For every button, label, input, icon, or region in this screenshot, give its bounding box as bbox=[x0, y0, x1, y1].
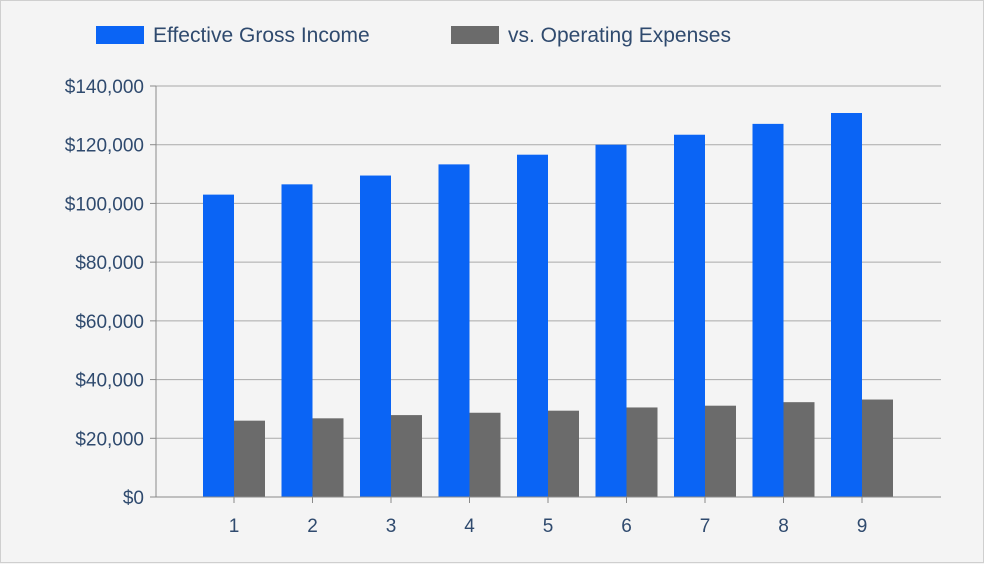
y-tick-label: $140,000 bbox=[65, 77, 144, 98]
bar-expenses-5 bbox=[548, 410, 579, 497]
y-tick-label: $20,000 bbox=[75, 429, 144, 450]
legend-swatch-2 bbox=[451, 26, 499, 44]
bar-income-3 bbox=[360, 175, 391, 497]
x-tick-label: 3 bbox=[386, 516, 397, 537]
x-tick-label: 4 bbox=[464, 516, 475, 537]
legend-label-1: Effective Gross Income bbox=[153, 24, 370, 47]
legend-label-2: vs. Operating Expenses bbox=[508, 24, 731, 47]
bar-expenses-8 bbox=[783, 402, 815, 497]
x-axis: 1 2 3 4 5 6 7 8 9 bbox=[156, 496, 941, 537]
bars bbox=[203, 113, 893, 498]
x-tick-label: 8 bbox=[778, 516, 789, 537]
x-tick-label: 9 bbox=[857, 516, 868, 537]
x-tick-label: 5 bbox=[543, 516, 554, 537]
bar-income-1 bbox=[203, 194, 234, 497]
bar-income-7 bbox=[674, 134, 705, 498]
bar-expenses-3 bbox=[391, 415, 422, 497]
bar-income-4 bbox=[438, 164, 470, 497]
gridlines bbox=[156, 85, 941, 439]
bar-income-8 bbox=[752, 123, 784, 497]
y-tick-label: $120,000 bbox=[65, 136, 144, 157]
y-tick-label: $60,000 bbox=[75, 312, 144, 333]
bar-income-2 bbox=[281, 184, 313, 497]
bar-income-9 bbox=[831, 113, 862, 497]
bar-expenses-9 bbox=[862, 399, 893, 497]
x-tick-label: 6 bbox=[621, 516, 632, 537]
bar-expenses-2 bbox=[312, 418, 344, 497]
y-tick-label: $0 bbox=[123, 488, 144, 509]
bar-expenses-1 bbox=[234, 420, 265, 497]
y-axis: $0 $20,000 $40,000 $60,000 $80,000 $100,000 $1… bbox=[65, 77, 157, 509]
bar-income-5 bbox=[517, 154, 548, 497]
bar-expenses-7 bbox=[705, 405, 736, 497]
bar-income-6 bbox=[595, 144, 627, 497]
legend: Effective Gross Income vs. Operating Expe… bbox=[96, 24, 731, 47]
y-tick-label: $100,000 bbox=[65, 194, 144, 215]
y-tick-label: $80,000 bbox=[75, 253, 144, 274]
legend-swatch-1 bbox=[96, 26, 144, 44]
y-tick-label: $40,000 bbox=[75, 371, 144, 392]
x-tick-label: 7 bbox=[700, 516, 711, 537]
bar-expenses-4 bbox=[469, 412, 501, 497]
bar-expenses-6 bbox=[626, 407, 658, 497]
x-tick-label: 1 bbox=[229, 516, 240, 537]
x-tick-label: 2 bbox=[307, 516, 318, 537]
